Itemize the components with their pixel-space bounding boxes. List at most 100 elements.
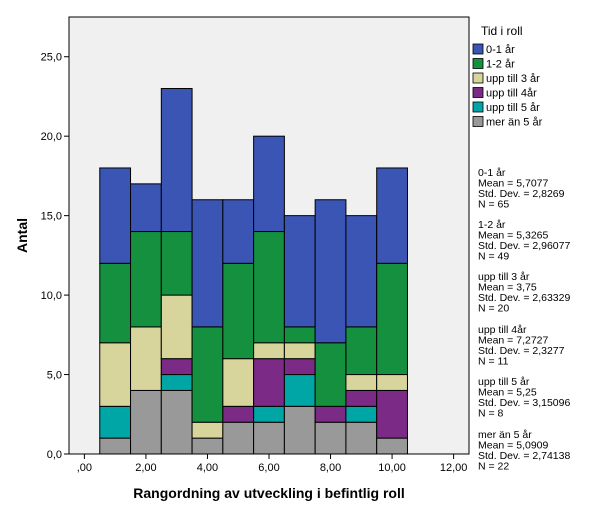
stat-1-2-ar-line: N = 49	[478, 251, 509, 263]
bar-upp-till-3-ar-bin-7	[283, 342, 316, 360]
legend-swatch-0-1-ar	[472, 43, 484, 55]
bar-upp-till-4ar-bin-8	[314, 405, 347, 423]
stat-0-1-ar-line: 0-1 år	[478, 167, 506, 179]
x-axis-title: Rangordning av utveckling i befintlig ro…	[133, 485, 404, 501]
x-tick-label: 2,00	[135, 462, 156, 474]
stat-upp-till-4ar-line: Std. Dev. = 2,3277	[478, 345, 565, 357]
bar-upp-till-3-ar-bin-1	[99, 342, 132, 407]
bar-upp-till-4ar-bin-9	[345, 389, 378, 407]
bar-0-1-ar-bin-3	[160, 88, 193, 233]
bar-0-1-ar-bin-2	[130, 183, 162, 233]
bar-mer-an-5-ar-bin-4	[191, 437, 224, 455]
stat-upp-till-5-ar-line: N = 8	[478, 408, 504, 420]
bar-upp-till-5-ar-bin-9	[345, 405, 378, 423]
bar-upp-till-4ar-bin-6	[253, 358, 285, 407]
stat-upp-till-3-ar-line: Mean = 3,75	[478, 282, 537, 294]
legend-label-upp-till-3-ar: upp till 3 år	[486, 73, 540, 85]
stat-upp-till-5-ar-line: Mean = 5,25	[478, 387, 537, 399]
bar-upp-till-5-ar-bin-3	[160, 374, 193, 391]
stat-mer-an-5-ar-line: mer än 5 år	[478, 429, 532, 441]
bar-1-2-ar-bin-10	[376, 262, 408, 376]
bar-upp-till-3-ar-bin-9	[345, 374, 378, 391]
stat-upp-till-3-ar-line: upp till 3 år	[478, 271, 530, 283]
bar-1-2-ar-bin-9	[345, 326, 378, 376]
x-tick-label: 10,00	[378, 462, 406, 474]
legend-label-upp-till-4ar: upp till 4år	[486, 88, 537, 100]
bar-mer-an-5-ar-bin-9	[345, 421, 378, 455]
legend-label-upp-till-5-ar: upp till 5 år	[486, 102, 540, 114]
bar-upp-till-5-ar-bin-6	[253, 405, 285, 423]
bar-1-2-ar-bin-7	[283, 326, 316, 344]
bars-group	[99, 88, 408, 455]
bar-1-2-ar-bin-6	[253, 231, 285, 344]
bar-0-1-ar-bin-10	[376, 167, 408, 264]
bar-upp-till-4ar-bin-10	[376, 389, 408, 439]
y-axis-title: Antal	[14, 218, 30, 253]
bar-upp-till-5-ar-bin-7	[283, 374, 316, 407]
y-tick-label: 20,0	[41, 131, 62, 143]
stat-upp-till-3-ar-line: N = 20	[478, 303, 509, 315]
stat-upp-till-5-ar-line: upp till 5 år	[478, 376, 530, 388]
x-tick-label: 12,00	[440, 462, 468, 474]
y-axis: 0,0 5,0 10,0 15,0 20,0 25,0	[41, 52, 69, 461]
legend-swatch-upp-till-4ar	[472, 87, 484, 98]
stat-0-1-ar-line: Mean = 5,7077	[478, 178, 549, 190]
stat-0-1-ar-line: Std. Dev. = 2,8269	[478, 188, 565, 200]
stat-mer-an-5-ar-line: N = 22	[478, 461, 509, 473]
legend-swatch-1-2-ar	[472, 58, 484, 69]
bar-mer-an-5-ar-bin-6	[253, 421, 285, 455]
bar-upp-till-3-ar-bin-2	[130, 326, 162, 391]
bar-0-1-ar-bin-4	[191, 199, 224, 328]
y-tick-label: 15,0	[41, 211, 62, 223]
y-tick-label: 25,0	[41, 52, 62, 64]
legend: Tid i roll 0-1 år 1-2 år upp till 3 år upp …	[472, 24, 543, 129]
stat-upp-till-4ar-line: upp till 4år	[478, 324, 527, 336]
y-tick-label: 10,0	[41, 290, 62, 302]
bar-upp-till-3-ar-bin-5	[222, 358, 255, 407]
bar-0-1-ar-bin-1	[99, 167, 132, 264]
stat-0-1-ar-line: N = 65	[478, 199, 509, 211]
bar-upp-till-3-ar-bin-6	[253, 342, 285, 360]
bar-0-1-ar-bin-5	[222, 199, 255, 264]
stat-1-2-ar-line: Mean = 5,3265	[478, 230, 549, 242]
legend-swatch-upp-till-5-ar	[472, 101, 484, 113]
x-tick-label: 4,00	[197, 462, 218, 474]
bar-upp-till-3-ar-bin-10	[376, 374, 408, 391]
bar-upp-till-5-ar-bin-1	[99, 405, 132, 439]
bar-0-1-ar-bin-7	[283, 215, 316, 328]
bar-mer-an-5-ar-bin-2	[130, 389, 162, 455]
bar-upp-till-3-ar-bin-4	[191, 421, 224, 439]
bar-0-1-ar-bin-8	[314, 199, 347, 344]
bar-1-2-ar-bin-1	[99, 262, 132, 344]
bar-upp-till-4ar-bin-3	[160, 358, 193, 376]
bar-1-2-ar-bin-4	[191, 326, 224, 423]
x-tick-label: ,00	[77, 462, 92, 474]
legend-label-1-2-ar: 1-2 år	[486, 59, 515, 71]
stat-1-2-ar-line: 1-2 år	[478, 219, 506, 231]
bar-1-2-ar-bin-8	[314, 342, 347, 407]
bar-1-2-ar-bin-2	[130, 231, 162, 328]
bar-mer-an-5-ar-bin-3	[160, 389, 193, 455]
bar-1-2-ar-bin-5	[222, 262, 255, 360]
legend-swatch-upp-till-3-ar	[472, 72, 484, 84]
y-tick-label: 5,0	[47, 370, 62, 382]
x-axis: ,00 2,00 4,00 6,00 8,00 10,00 12,00	[77, 454, 468, 474]
stat-upp-till-3-ar-line: Std. Dev. = 2,63329	[478, 292, 570, 304]
bar-upp-till-3-ar-bin-3	[160, 294, 193, 360]
legend-title: Tid i roll	[481, 24, 523, 38]
bar-mer-an-5-ar-bin-7	[283, 405, 316, 455]
legend-swatch-mer-an-5-ar	[472, 116, 484, 127]
bar-0-1-ar-bin-6	[253, 135, 285, 233]
y-tick-label: 0,0	[47, 449, 62, 461]
stat-mer-an-5-ar-line: Mean = 5,0909	[478, 440, 549, 452]
bar-0-1-ar-bin-9	[345, 215, 378, 328]
stat-upp-till-5-ar-line: Std. Dev. = 3,15096	[478, 397, 570, 409]
x-tick-label: 8,00	[320, 462, 341, 474]
bar-mer-an-5-ar-bin-5	[222, 421, 255, 455]
bar-1-2-ar-bin-3	[160, 231, 193, 296]
bar-mer-an-5-ar-bin-8	[314, 421, 347, 455]
legend-label-0-1-ar: 0-1 år	[486, 44, 515, 56]
stat-mer-an-5-ar-line: Std. Dev. = 2,74138	[478, 450, 570, 462]
